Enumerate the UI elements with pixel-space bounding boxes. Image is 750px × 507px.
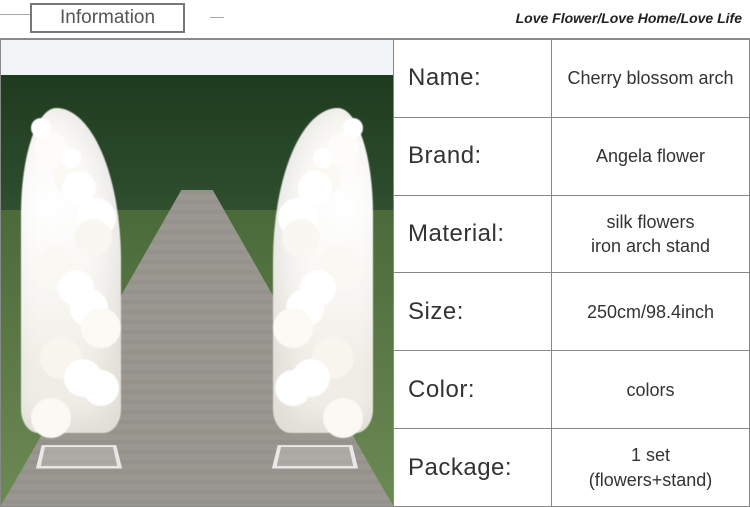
arch-base-right (272, 445, 358, 468)
header: Information Love Flower/Love Home/Love L… (0, 0, 750, 36)
spec-label-name: Name: (394, 40, 552, 117)
spec-value-size: 250cm/98.4inch (552, 273, 749, 350)
arch-flowers-left (21, 108, 121, 433)
spec-value-color: colors (552, 351, 749, 428)
table-row: Size: 250cm/98.4inch (394, 273, 749, 351)
arch-left (21, 108, 161, 488)
spec-label-package: Package: (394, 429, 552, 506)
product-photo (1, 40, 394, 506)
table-row: Color: colors (394, 351, 749, 429)
arch-flowers-right (273, 108, 373, 433)
tagline: Love Flower/Love Home/Love Life (516, 10, 748, 26)
spec-value-name: Cherry blossom arch (552, 40, 749, 117)
decorative-line-right (210, 17, 224, 18)
spec-label-brand: Brand: (394, 118, 552, 195)
table-row: Brand: Angela flower (394, 118, 749, 196)
table-row: Material: silk flowersiron arch stand (394, 196, 749, 274)
spec-label-color: Color: (394, 351, 552, 428)
table-row: Package: 1 set(flowers+stand) (394, 429, 749, 506)
spec-label-material: Material: (394, 196, 552, 273)
spec-value-brand: Angela flower (552, 118, 749, 195)
info-label: Information (30, 3, 185, 33)
spec-value-package: 1 set(flowers+stand) (552, 429, 749, 506)
table-row: Name: Cherry blossom arch (394, 40, 749, 118)
spec-table: Name: Cherry blossom arch Brand: Angela … (394, 40, 749, 506)
main-content: Name: Cherry blossom arch Brand: Angela … (0, 40, 750, 507)
arch-right (233, 108, 373, 488)
spec-label-size: Size: (394, 273, 552, 350)
info-tag: Information (30, 3, 185, 33)
arch-base-left (36, 445, 122, 468)
spec-value-material: silk flowersiron arch stand (552, 196, 749, 273)
